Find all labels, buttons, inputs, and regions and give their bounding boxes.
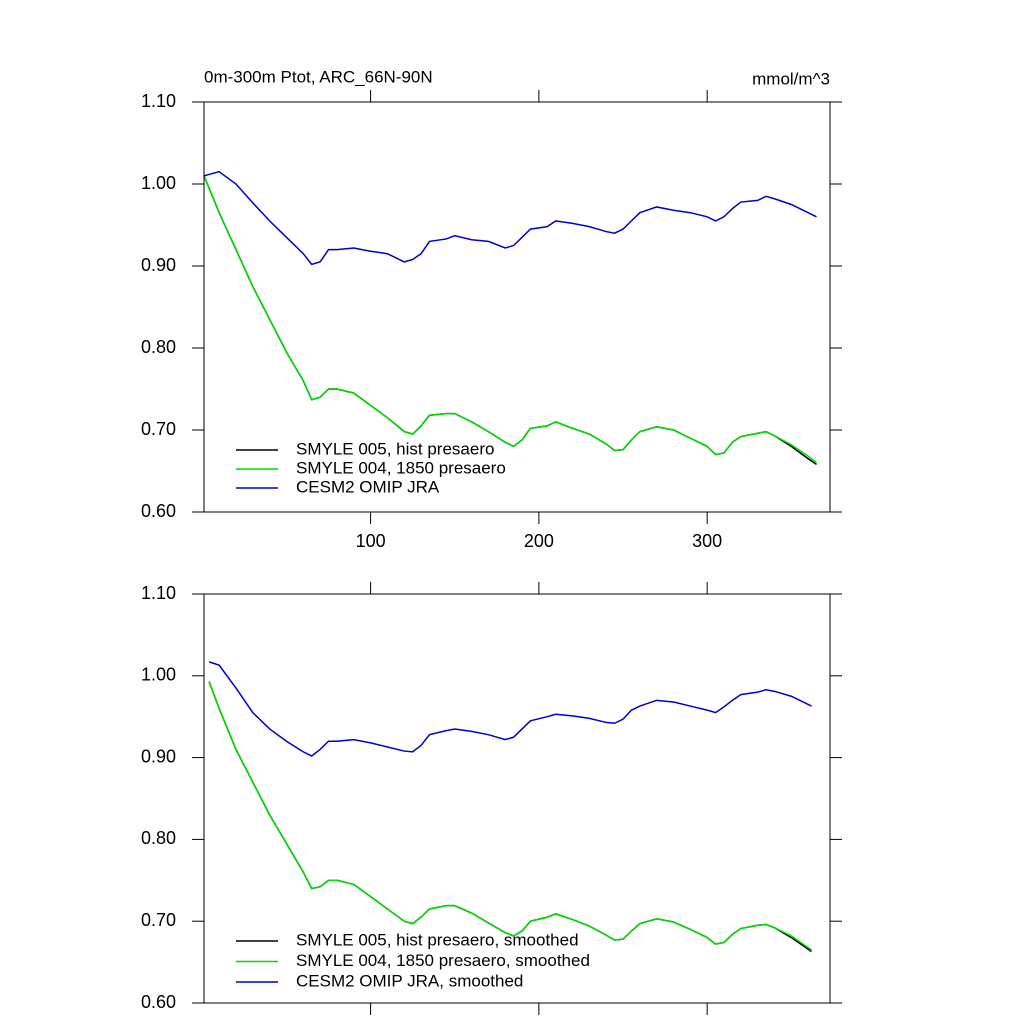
legend-label: CESM2 OMIP JRA xyxy=(296,477,440,496)
data-line xyxy=(203,170,817,266)
legend-label: CESM2 OMIP JRA, smoothed xyxy=(296,971,523,990)
x-tick-label: 100 xyxy=(356,531,386,551)
plot-frame xyxy=(203,593,831,1004)
legend-label: SMYLE 004, 1850 presaero, smoothed xyxy=(296,951,590,970)
y-tick-label: 0.60 xyxy=(141,992,176,1012)
data-line xyxy=(203,175,818,464)
x-tick-label: 300 xyxy=(692,531,722,551)
y-tick-label: 0.70 xyxy=(141,910,176,930)
y-tick-label: 0.70 xyxy=(141,419,176,439)
x-tick-label: 200 xyxy=(524,531,554,551)
y-tick-label: 0.60 xyxy=(141,501,176,521)
units-label: mmol/m^3 xyxy=(752,69,830,88)
data-line xyxy=(208,681,812,951)
y-tick-label: 0.90 xyxy=(141,746,176,766)
y-tick-label: 0.80 xyxy=(141,337,176,357)
y-tick-label: 1.00 xyxy=(141,173,176,193)
chart-title: 0m-300m Ptot, ARC_66N-90N xyxy=(204,67,433,86)
legend-label: SMYLE 004, 1850 presaero xyxy=(296,458,506,477)
legend-label: SMYLE 005, hist presaero, smoothed xyxy=(296,930,579,949)
data-line xyxy=(208,681,812,953)
plot-frame xyxy=(203,101,831,513)
y-tick-label: 1.10 xyxy=(141,91,176,111)
y-tick-label: 0.90 xyxy=(141,255,176,275)
y-tick-label: 1.00 xyxy=(141,665,176,685)
data-line xyxy=(203,175,817,466)
y-tick-label: 1.10 xyxy=(141,583,176,603)
y-tick-label: 0.80 xyxy=(141,828,176,848)
legend-label: SMYLE 005, hist presaero xyxy=(296,439,494,458)
data-line xyxy=(208,661,812,757)
